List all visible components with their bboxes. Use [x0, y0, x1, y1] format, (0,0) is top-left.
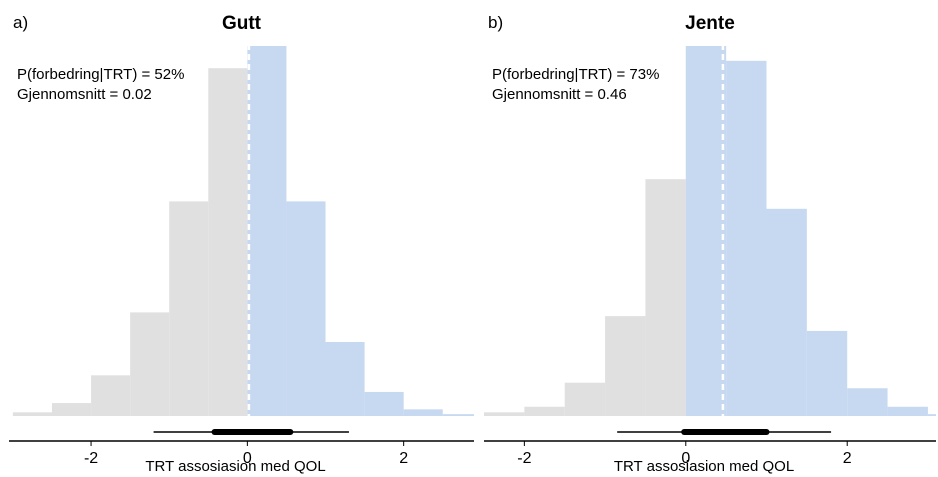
histogram-bar — [847, 388, 888, 416]
x-tick-label: -2 — [84, 450, 98, 467]
chart-title: Jente — [685, 13, 735, 34]
histogram-bar — [91, 375, 131, 416]
x-tick-label: 2 — [843, 450, 852, 467]
panel-label: b) — [488, 13, 503, 32]
x-tick-label: 0 — [681, 450, 690, 467]
histogram-bar — [726, 60, 767, 417]
chart-title: Gutt — [222, 13, 262, 34]
histogram-bar — [325, 342, 365, 416]
histogram-bar — [564, 382, 606, 416]
histogram-bar — [442, 414, 474, 416]
chart-panel-1: -2 0 2 TRT assosiasion med QOL Gutt a) P(forbe… — [9, 13, 474, 475]
histogram-bar — [247, 46, 287, 416]
histogram-bar — [208, 68, 248, 416]
annotation-text: Gjennomsnitt = 0.02 — [17, 86, 152, 103]
histogram-bar — [685, 46, 727, 416]
chart-panel-2: -2 0 2 TRT assosiasion med QOL Jente b) P(forb… — [484, 13, 936, 475]
annotation-text: P(forbedring|TRT) = 73% — [492, 66, 659, 83]
annotation-text: Gjennomsnitt = 0.46 — [492, 86, 627, 103]
x-tick-label: 2 — [399, 450, 408, 467]
histogram-bar — [484, 412, 525, 416]
x-axis-label: TRT assosiasion med QOL — [145, 458, 325, 475]
histogram-bar — [130, 312, 170, 416]
histogram-bar — [364, 391, 404, 416]
histogram-bar — [51, 403, 92, 416]
histogram-bar — [645, 179, 686, 416]
histogram-bar — [766, 208, 807, 416]
histogram-bar — [286, 201, 326, 416]
histogram-bar — [169, 201, 209, 416]
histogram-bar — [927, 414, 936, 416]
histogram-bar — [806, 330, 848, 416]
x-axis-label: TRT assosiasion med QOL — [614, 458, 794, 475]
x-tick-label: 0 — [243, 450, 252, 467]
histogram-bar — [887, 406, 928, 416]
histogram-bar — [605, 316, 646, 416]
annotation-text: P(forbedring|TRT) = 52% — [17, 66, 184, 83]
histogram-bar — [12, 412, 52, 416]
x-tick-label: -2 — [517, 450, 531, 467]
histogram-bar — [403, 409, 443, 416]
panel-label: a) — [13, 13, 28, 32]
histogram-bar — [524, 406, 565, 416]
